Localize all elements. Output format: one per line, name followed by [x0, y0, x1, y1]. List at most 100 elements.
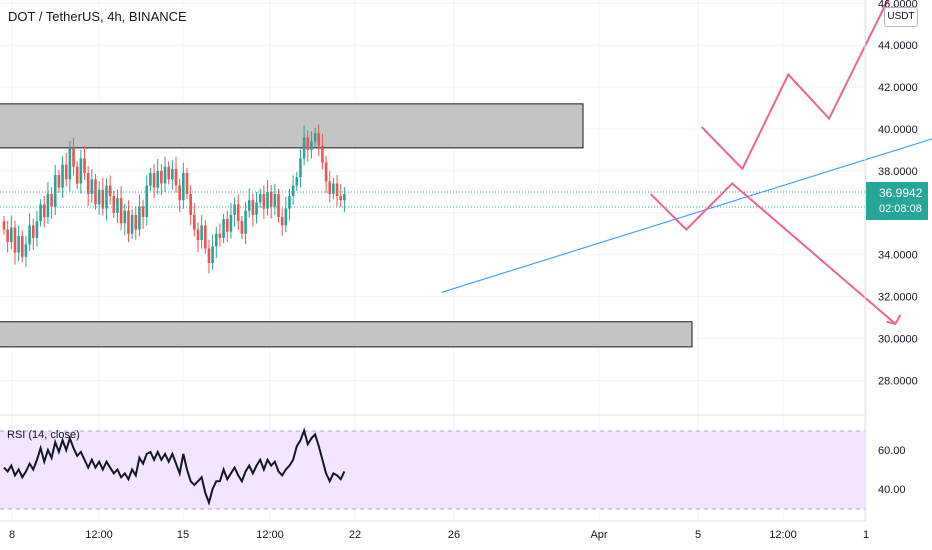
price-zone-box	[0, 321, 693, 348]
candle-body	[302, 137, 306, 159]
candle-body	[291, 185, 295, 197]
candle-body	[343, 193, 346, 201]
last-price-value: 36.9942	[879, 186, 923, 200]
candle-body	[339, 196, 343, 201]
time-axis-label: Apr	[590, 529, 607, 541]
candle-body	[284, 208, 288, 226]
candle-body	[247, 200, 251, 211]
candle-body	[90, 179, 94, 194]
time-axis-label: 26	[448, 529, 460, 541]
candle-body	[178, 185, 181, 201]
rsi-plot	[3, 427, 346, 506]
candle-body	[328, 181, 332, 194]
candle-body	[24, 244, 28, 257]
candle-body	[214, 233, 218, 247]
candle-body	[295, 177, 299, 186]
candle-body	[108, 185, 112, 197]
candle-body	[152, 172, 156, 188]
candle-body	[83, 158, 86, 173]
candle-body	[112, 196, 116, 213]
candle-body	[299, 158, 302, 178]
candle-body	[156, 170, 160, 188]
candle-body	[53, 175, 57, 207]
currency-badge[interactable]: USDT	[884, 7, 918, 27]
candle-body	[2, 221, 6, 230]
candle-body	[185, 172, 189, 194]
rsi-indicator-label[interactable]: RSI (14, close)	[7, 429, 80, 441]
candle-body	[94, 179, 97, 205]
candle-body	[255, 202, 258, 215]
price-axis-label: 40.0000	[878, 124, 918, 136]
bar-countdown: 02:08:08	[879, 203, 922, 215]
candle-body	[6, 229, 9, 243]
candle-body	[182, 172, 185, 201]
price-axis-label: 28.0000	[878, 375, 918, 387]
candle-body	[207, 248, 211, 264]
candle-body	[119, 198, 123, 224]
candle-body	[225, 219, 229, 232]
candle-body	[218, 233, 222, 238]
price-axis-label: 42.0000	[878, 82, 918, 94]
candle-body	[35, 221, 39, 238]
candle-body	[46, 193, 50, 217]
candle-body	[57, 175, 61, 188]
symbol-title[interactable]: DOT / TetherUS, 4h, BINANCE	[8, 9, 187, 24]
candle-body	[240, 221, 244, 234]
time-axis-label: 12:00	[769, 529, 797, 541]
drawings	[441, 0, 932, 325]
price-axis-label: 32.0000	[878, 292, 918, 304]
candle-body	[193, 214, 196, 230]
price-lines	[0, 191, 865, 208]
candle-body	[145, 185, 149, 217]
candle-body	[64, 164, 68, 180]
price-zones	[0, 103, 693, 348]
candle-body	[277, 193, 280, 217]
time-axis-label: 15	[177, 529, 189, 541]
rsi-axis-label: 60.00	[878, 445, 906, 457]
candle-body	[211, 246, 214, 264]
candle-body	[123, 210, 127, 224]
candle-body	[31, 225, 35, 238]
time-axis-label: 22	[349, 529, 361, 541]
time-axis-label: 5	[695, 529, 701, 541]
candle-body	[50, 193, 53, 207]
candle-body	[134, 214, 138, 230]
candle-body	[13, 227, 17, 253]
candle-body	[321, 145, 324, 163]
candle-body	[130, 214, 134, 234]
candle-body	[171, 168, 174, 180]
candle-body	[138, 206, 141, 230]
candle-body	[313, 133, 317, 142]
candle-body	[335, 183, 339, 197]
candle-body	[258, 193, 262, 203]
candles	[2, 124, 346, 274]
candle-body	[160, 170, 163, 184]
candle-body	[306, 137, 310, 150]
projection-arrowhead	[886, 314, 902, 325]
rsi-line	[3, 427, 346, 506]
candle-body	[200, 225, 203, 241]
candle-body	[116, 198, 119, 213]
candle-body	[222, 219, 225, 238]
rsi-band	[0, 431, 865, 509]
price-axis-label: 30.0000	[878, 334, 918, 346]
candle-body	[269, 191, 273, 207]
trendline	[441, 138, 932, 293]
price-zone-box	[0, 103, 584, 149]
candle-body	[251, 200, 255, 215]
time-axis: 8 12:00 15 12:00 22 26 Apr 5 12:00 1	[9, 529, 869, 541]
candle-body	[236, 204, 240, 222]
candle-body	[273, 193, 277, 207]
candle-body	[79, 158, 83, 184]
candle-body	[141, 206, 145, 217]
candle-body	[189, 193, 192, 215]
time-axis-label: 1	[863, 529, 869, 541]
candle-body	[196, 229, 200, 241]
candle-body	[332, 183, 335, 194]
time-axis-label: 12:00	[85, 529, 113, 541]
projection-up-path	[700, 0, 889, 171]
candle-body	[97, 189, 101, 205]
candle-body	[10, 227, 13, 243]
candle-body	[149, 172, 152, 186]
